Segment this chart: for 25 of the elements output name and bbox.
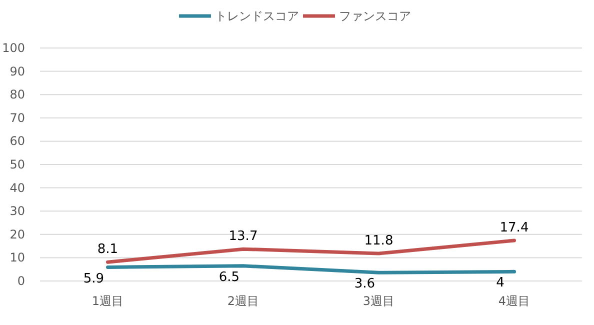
y-tick-label: 0 [17, 274, 25, 288]
x-tick-label: 3週目 [362, 294, 395, 308]
legend-label: ファンスコア [339, 9, 411, 23]
x-tick-label: 1週目 [92, 294, 124, 308]
y-tick-label: 70 [10, 110, 25, 125]
y-tick-label: 20 [10, 227, 25, 242]
y-tick-label: 10 [10, 250, 25, 265]
data-label: 17.4 [500, 220, 529, 236]
x-tick-label: 4週目 [498, 294, 530, 308]
data-label: 8.1 [97, 242, 118, 258]
data-label: 3.6 [354, 276, 376, 292]
data-label: 13.7 [228, 229, 258, 244]
data-label: 5.9 [83, 271, 104, 286]
y-tick-label: 60 [10, 134, 25, 148]
data-label: 6.5 [218, 270, 240, 285]
y-tick-label: 80 [10, 88, 25, 102]
legend-label: トレンドスコア [215, 9, 299, 23]
y-tick-label: 30 [10, 204, 25, 218]
y-tick-label: 100 [2, 41, 25, 55]
data-label: 4 [496, 276, 504, 291]
y-tick-label: 90 [10, 64, 25, 78]
x-tick-label: 2週目 [227, 294, 260, 308]
data-label: 11.8 [364, 234, 394, 249]
y-tick-label: 50 [10, 158, 25, 172]
y-tick-label: 40 [10, 180, 25, 195]
